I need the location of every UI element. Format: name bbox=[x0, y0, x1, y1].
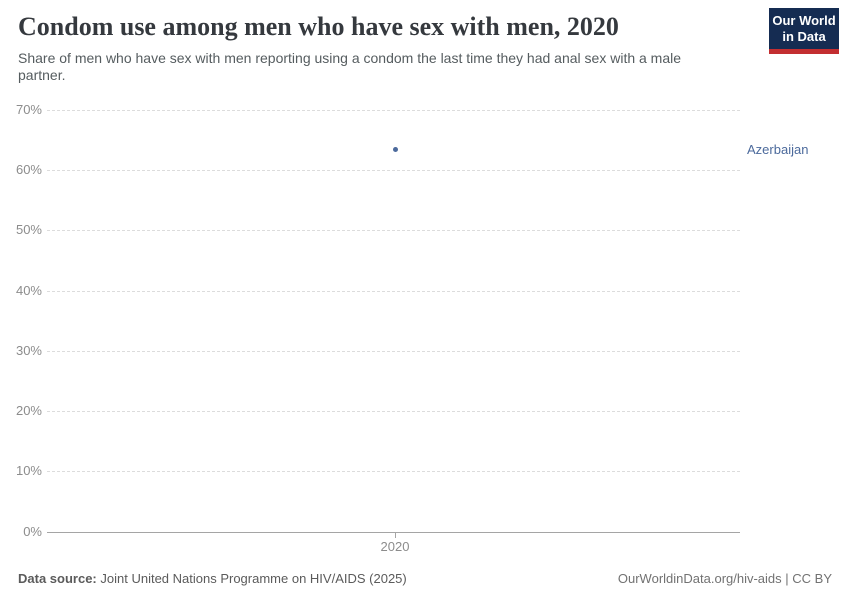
y-gridline-10 bbox=[47, 471, 740, 472]
y-tick-label-30: 30% bbox=[15, 343, 42, 358]
y-gridline-50 bbox=[47, 230, 740, 231]
data-point-azerbaijan[interactable] bbox=[393, 147, 398, 152]
y-gridline-20 bbox=[47, 411, 740, 412]
owid-logo-text: Our World in Data bbox=[772, 12, 836, 44]
x-axis-line bbox=[47, 532, 740, 533]
x-tick-mark-2020 bbox=[395, 532, 396, 538]
y-tick-label-50: 50% bbox=[15, 222, 42, 237]
y-gridline-30 bbox=[47, 351, 740, 352]
y-tick-label-0: 0% bbox=[23, 524, 42, 539]
y-tick-label-60: 60% bbox=[15, 162, 42, 177]
y-tick-label-10: 10% bbox=[15, 463, 42, 478]
license-link[interactable]: OurWorldinData.org/hiv-aids | CC BY bbox=[617, 571, 832, 586]
data-source-text: Joint United Nations Programme on HIV/AI… bbox=[100, 571, 407, 586]
y-gridline-70 bbox=[47, 110, 740, 111]
y-tick-label-70: 70% bbox=[15, 102, 42, 117]
chart-header: Condom use among men who have sex with m… bbox=[18, 12, 758, 84]
y-tick-label-40: 40% bbox=[15, 283, 42, 298]
y-tick-label-20: 20% bbox=[15, 403, 42, 418]
data-source-label: Data source: bbox=[18, 571, 97, 586]
y-gridline-40 bbox=[47, 291, 740, 292]
y-gridline-60 bbox=[47, 170, 740, 171]
owid-logo[interactable]: Our World in Data bbox=[769, 8, 839, 54]
data-source-note: Data source: Joint United Nations Progra… bbox=[18, 571, 407, 586]
entity-label-azerbaijan[interactable]: Azerbaijan bbox=[747, 142, 809, 157]
page-title: Condom use among men who have sex with m… bbox=[18, 12, 619, 41]
x-tick-label-2020: 2020 bbox=[380, 539, 410, 554]
chart-subtitle: Share of men who have sex with men repor… bbox=[18, 50, 682, 83]
chart-footer: Data source: Joint United Nations Progra… bbox=[0, 571, 850, 586]
